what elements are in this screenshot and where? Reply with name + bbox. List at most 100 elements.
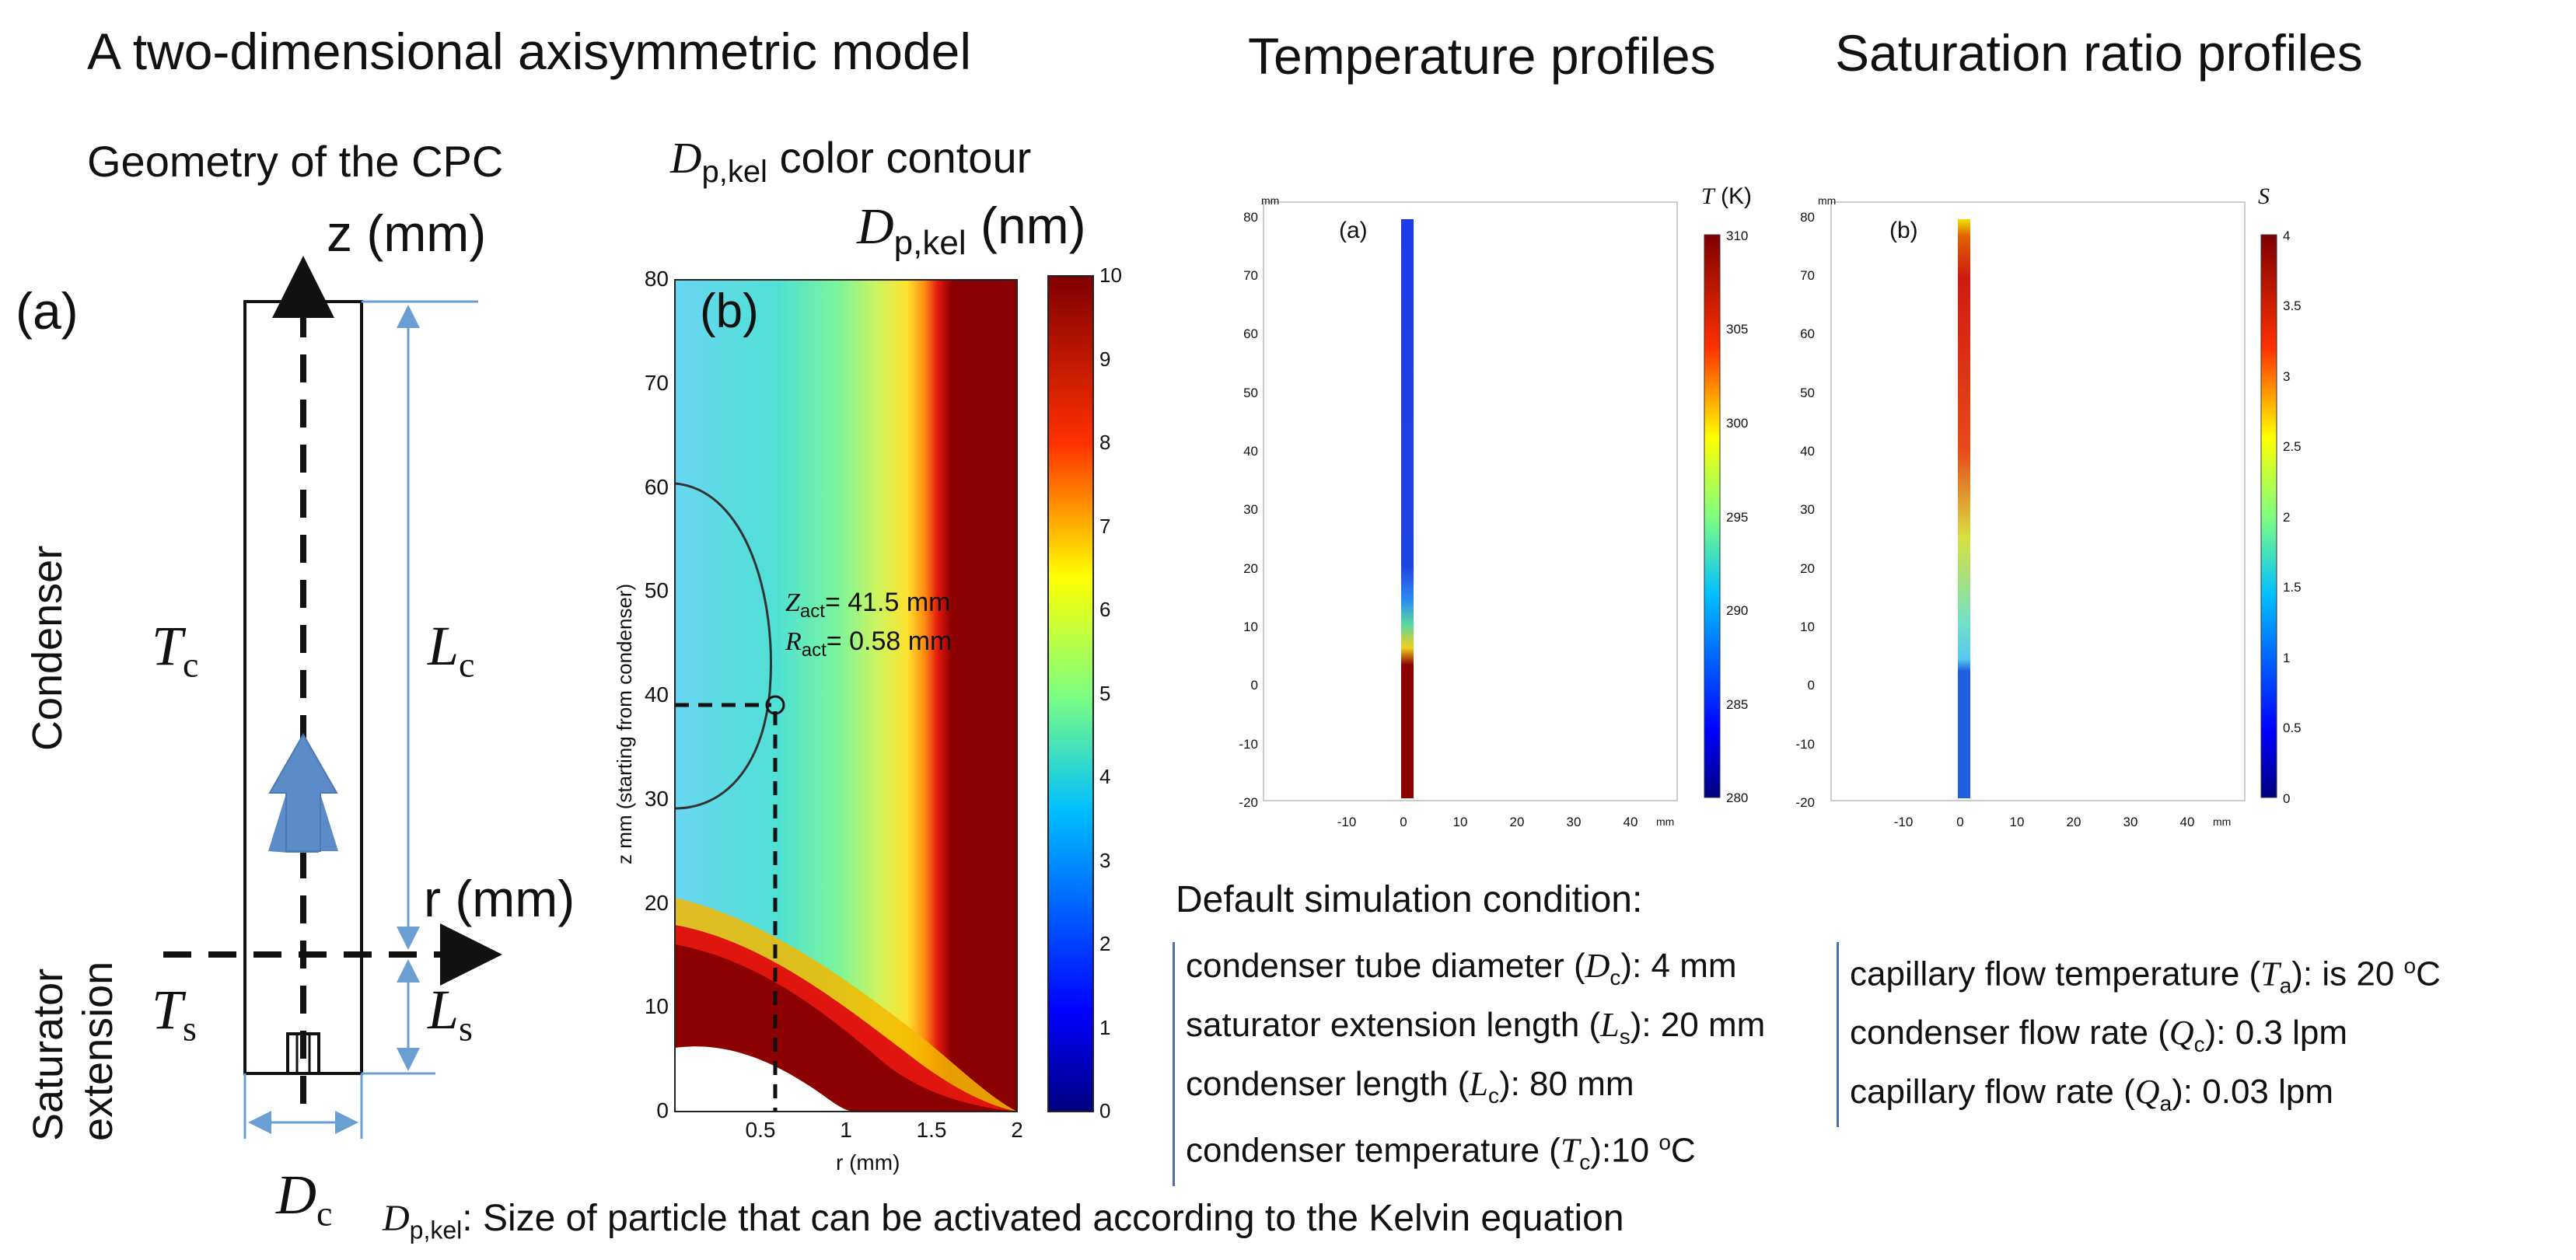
x-tick-label: 0	[1956, 815, 1964, 829]
condition-line: condenser length (Lc): 80 mm	[1186, 1064, 1634, 1108]
y-tick-label: 80	[644, 267, 669, 291]
temp-unit-y: mm	[1261, 194, 1280, 207]
y-tick-label: 60	[644, 474, 669, 499]
y-tick-label: 0	[656, 1098, 669, 1123]
dc-label: Dc	[276, 1164, 333, 1234]
saturation-title: Saturation ratio profiles	[1835, 24, 2363, 82]
zact-label: Zact= 41.5 mm	[785, 588, 951, 622]
x-tick-label: 30	[1566, 815, 1582, 829]
colorbar-tick-label: 10	[1099, 264, 1122, 288]
colorbar-tick-label: 2	[1099, 932, 1111, 956]
y-tick-label: 10	[644, 994, 669, 1019]
temp-panel-label: (a)	[1339, 218, 1368, 243]
x-tick-label: 2	[1011, 1118, 1023, 1142]
temp-colorbar-title: T (K)	[1701, 183, 1753, 209]
condition-line: condenser temperature (Tc):10 oC	[1186, 1130, 1696, 1174]
x-tick-label: 10	[2009, 815, 2025, 829]
y-tick-label: 50	[1800, 385, 1815, 400]
colorbar-tick-label: 3.5	[2283, 298, 2302, 314]
x-tick-label: 20	[1509, 815, 1525, 829]
capillary	[286, 1032, 320, 1075]
x-tick-label: 40	[2179, 815, 2195, 829]
y-tick-label: 50	[1243, 385, 1258, 400]
saturation-figure	[1830, 201, 2277, 801]
lc-label: Lc	[428, 615, 475, 685]
x-tick-label: 40	[1623, 815, 1638, 829]
ract-label: Ract= 0.58 mm	[785, 627, 952, 661]
panel-a-label: (a)	[16, 282, 79, 340]
footnote: Dp,kel: Size of particle that can be act…	[383, 1198, 1624, 1244]
x-tick-label: 10	[1452, 815, 1468, 829]
contour-colorbar-title: Dp,kel (nm)	[857, 197, 1086, 263]
condition-line: saturator extension length (Ls): 20 mm	[1186, 1005, 1766, 1049]
temperature-title: Temperature profiles	[1248, 27, 1716, 85]
y-tick-label: 70	[644, 370, 669, 395]
saturation-tube	[1958, 219, 1970, 798]
y-tick-label: 20	[644, 890, 669, 915]
colorbar-tick-label: 3	[1099, 848, 1111, 872]
contour-figure	[674, 275, 1094, 1112]
sat-panel-label: (b)	[1889, 218, 1918, 243]
panel-b-label: (b)	[700, 284, 759, 338]
model-title: A two-dimensional axisymmetric model	[87, 23, 972, 80]
contour-colorbar	[1047, 275, 1094, 1112]
colorbar-tick-label: 0	[1099, 1099, 1111, 1123]
colorbar-tick-label: 290	[1726, 603, 1749, 619]
sat-unit-x: mm	[2213, 815, 2232, 828]
y-tick-label: 60	[1243, 326, 1258, 342]
colorbar-tick-label: 300	[1726, 416, 1749, 431]
colorbar-tick-label: 280	[1726, 791, 1749, 806]
x-tick-label: -10	[1337, 815, 1357, 829]
colorbar-tick-label: 1	[2283, 650, 2291, 665]
condenser-label: Condenser	[24, 545, 71, 751]
x-tick-label: 1.5	[916, 1118, 947, 1142]
sat-colorbar-title: S	[2258, 183, 2270, 209]
contour-xlabel: r (mm)	[836, 1150, 900, 1174]
x-tick-label: 20	[2066, 815, 2081, 829]
y-tick-label: 60	[1800, 326, 1815, 342]
y-tick-label: -10	[1239, 736, 1258, 752]
y-tick-label: 70	[1800, 268, 1815, 284]
conditions-left: condenser tube diameter (Dc): 4 mm satura…	[1173, 942, 1765, 1186]
y-tick-label: -20	[1795, 794, 1815, 810]
x-tick-label: 1	[840, 1118, 852, 1142]
colorbar-tick-label: 2.5	[2283, 439, 2302, 455]
contour-ylabel: z mm (starting from condenser)	[613, 583, 636, 864]
colorbar-tick-label: 5	[1099, 681, 1111, 705]
condition-line: condenser flow rate (Qc): 0.3 lpm	[1850, 1014, 2348, 1057]
y-tick-label: 20	[1800, 560, 1815, 576]
contour-title: Dp,kel color contour	[670, 133, 1032, 190]
colorbar-tick-label: 0	[2283, 791, 2291, 806]
x-tick-label: 0.5	[745, 1118, 776, 1142]
condition-line: capillary flow rate (Qa): 0.03 lpm	[1850, 1073, 2334, 1116]
y-tick-label: -10	[1795, 736, 1815, 752]
temperature-colorbar	[1704, 234, 1721, 798]
colorbar-tick-label: 4	[2283, 228, 2291, 243]
colorbar-tick-label: 6	[1099, 598, 1111, 622]
temperature-figure	[1263, 201, 1721, 801]
colorbar-tick-label: 1.5	[2283, 580, 2302, 595]
colorbar-tick-label: 285	[1726, 696, 1749, 712]
condition-line: condenser tube diameter (Dc): 4 mm	[1186, 947, 1737, 990]
x-tick-label: 30	[2123, 815, 2138, 829]
y-tick-label: 30	[1243, 502, 1258, 518]
r-axis-label: r (mm)	[424, 870, 575, 927]
activation-point	[765, 695, 785, 715]
y-tick-label: 80	[1800, 209, 1815, 225]
colorbar-tick-label: 2	[2283, 509, 2291, 525]
geometry-diagram	[163, 256, 502, 1139]
activation-contour	[674, 482, 772, 810]
y-tick-label: 10	[1243, 619, 1258, 634]
conditions-heading: Default simulation condition:	[1176, 879, 1643, 920]
colorbar-tick-label: 4	[1099, 765, 1111, 789]
conditions-right: capillary flow temperature (Ta): is 20 o…	[1837, 942, 2441, 1128]
x-tick-label: 0	[1400, 815, 1407, 829]
colorbar-tick-label: 8	[1099, 431, 1111, 455]
colorbar-tick-label: 295	[1726, 509, 1749, 525]
saturator-label: Saturator extension	[25, 961, 121, 1141]
temperature-tube	[1401, 219, 1414, 798]
y-tick-label: 20	[1243, 560, 1258, 576]
z-axis-label: z (mm)	[327, 204, 487, 262]
y-tick-label: 70	[1243, 268, 1258, 284]
y-tick-label: 10	[1800, 619, 1815, 634]
